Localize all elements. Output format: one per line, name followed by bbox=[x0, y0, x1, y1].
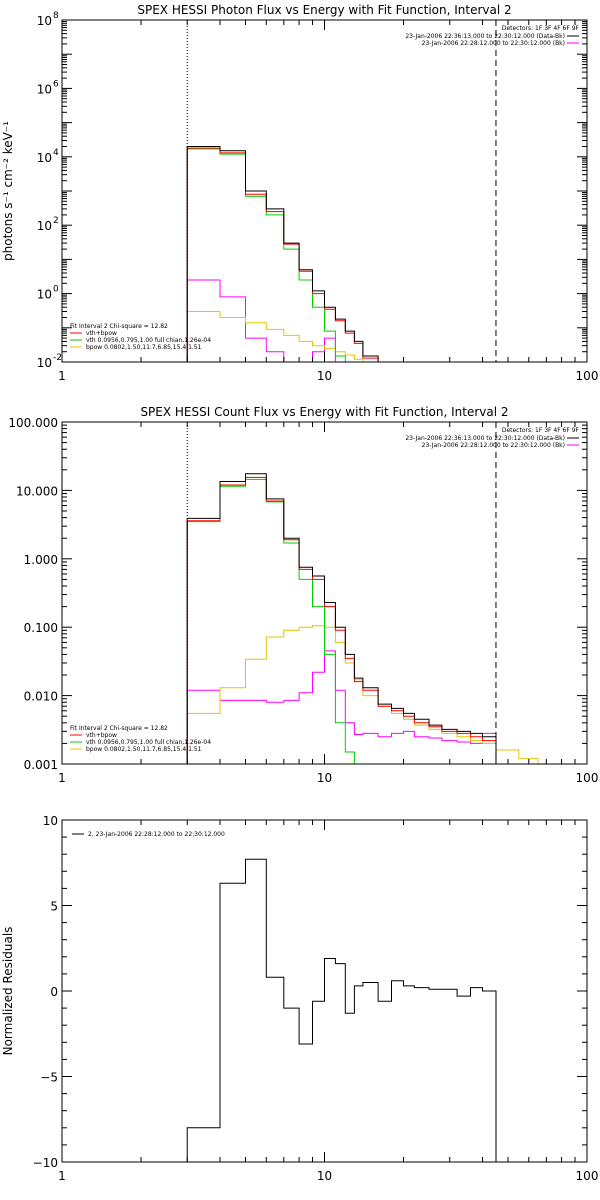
y-tick-exponent: -2 bbox=[53, 353, 62, 363]
y-tick-label: −10 bbox=[33, 1156, 58, 1170]
x-tick-label: 10 bbox=[317, 369, 332, 383]
chart-title: SPEX HESSI Photon Flux vs Energy with Fi… bbox=[137, 3, 511, 17]
series-data bbox=[186, 146, 497, 362]
y-tick-label: 0 bbox=[50, 985, 58, 999]
x-tick-label: 1 bbox=[58, 771, 66, 785]
series-vth bbox=[186, 478, 355, 764]
series-vth bbox=[186, 148, 364, 362]
legend-detectors: Detectors: 1F 3F 4F 6F 9F bbox=[502, 25, 580, 32]
x-tick-label: 100 bbox=[576, 771, 599, 785]
y-tick-label: 0.100 bbox=[24, 621, 58, 635]
y-tick-label: −5 bbox=[40, 1071, 58, 1085]
x-tick-label: 10 bbox=[317, 1169, 332, 1183]
legend-fit-header: Fit Interval 2 Chi-square = 12.82 bbox=[70, 323, 168, 330]
series-group bbox=[186, 473, 555, 764]
y-tick-label: 100.000 bbox=[8, 416, 58, 430]
series-total bbox=[186, 476, 497, 764]
legend-fit-header: Fit Interval 2 Chi-square = 12.82 bbox=[70, 725, 168, 732]
series-total bbox=[186, 147, 497, 362]
series-group bbox=[186, 146, 497, 362]
y-tick-label: 10 bbox=[37, 356, 52, 370]
series-residuals bbox=[186, 858, 497, 1162]
y-tick-label: 0.001 bbox=[24, 758, 58, 772]
y-tick-label: 10 bbox=[43, 814, 58, 828]
legend-entry-label: vth 0.0956,0.795,1.00 full chian,1.26e-0… bbox=[86, 739, 211, 746]
legend-entry-label: bpow 0.0802,1.50,11.7,6.85,15.4,1.51 bbox=[86, 746, 202, 753]
x-tick-label: 1 bbox=[58, 369, 66, 383]
y-tick-label: 10 bbox=[37, 14, 52, 28]
y-tick-label: 10.000 bbox=[16, 484, 58, 498]
y-tick-exponent: 8 bbox=[53, 11, 59, 21]
y-tick-exponent: 0 bbox=[53, 285, 59, 295]
series-bpow bbox=[186, 625, 555, 764]
chart-title: SPEX HESSI Count Flux vs Energy with Fit… bbox=[140, 405, 508, 419]
legend-detectors: Detectors: 1F 3F 4F 6F 9F bbox=[502, 427, 580, 434]
y-axis-label: Normalized Residuals bbox=[1, 927, 15, 1056]
y-tick-exponent: 2 bbox=[53, 216, 59, 226]
y-axis-label: photons s⁻¹ cm⁻² keV⁻¹ bbox=[1, 121, 15, 261]
y-tick-label: 1.000 bbox=[24, 553, 58, 567]
photon-flux-panel: SPEX HESSI Photon Flux vs Energy with Fi… bbox=[1, 3, 598, 383]
series-group bbox=[186, 858, 497, 1162]
y-tick-label: 10 bbox=[37, 82, 52, 96]
y-tick-label: 10 bbox=[37, 151, 52, 165]
x-tick-label: 10 bbox=[317, 771, 332, 785]
series-background bbox=[186, 650, 497, 764]
count-flux-panel: SPEX HESSI Count Flux vs Energy with Fit… bbox=[8, 405, 598, 785]
legend-entry-label: 23-Jan-2006 22:28:12.000 to 22:30:12.000… bbox=[422, 40, 565, 47]
legend-entry-label: vth+bpow bbox=[86, 330, 117, 337]
series-data bbox=[186, 473, 497, 764]
legend-entry-label: bpow 0.0802,1.50,11.7,6.85,15.4,1.51 bbox=[86, 344, 202, 351]
legend-entry-label: vth+bpow bbox=[86, 732, 117, 739]
y-tick-exponent: 4 bbox=[53, 148, 59, 158]
y-tick-label: 10 bbox=[37, 219, 52, 233]
y-tick-label: 0.010 bbox=[24, 690, 58, 704]
y-tick-label: 10 bbox=[37, 288, 52, 302]
y-tick-exponent: 6 bbox=[53, 79, 59, 89]
x-tick-label: 100 bbox=[576, 369, 599, 383]
legend-entry-label: 23-Jan-2006 22:36:13.000 to 22:30:12.000… bbox=[405, 435, 565, 442]
residuals-panel: 1 10 100 −10 −5 0 5 10 Normalized Residuals 2, 23… bbox=[1, 814, 598, 1183]
legend-entry-label: 2, 23-Jan-2006 22:28:12.000 to 22:30:12.… bbox=[88, 831, 225, 838]
x-tick-label: 1 bbox=[58, 1169, 66, 1183]
y-tick-label: 5 bbox=[50, 900, 58, 914]
x-tick-label: 100 bbox=[576, 1169, 599, 1183]
legend-entry-label: 23-Jan-2006 22:28:12.000 to 22:30:12.000… bbox=[422, 442, 565, 449]
legend-entry-label: 23-Jan-2006 22:36:13.000 to 22:30:12.000… bbox=[405, 33, 565, 40]
legend-entry-label: vth 0.0956,0.795,1.00 full chian,1.26e-0… bbox=[86, 337, 211, 344]
